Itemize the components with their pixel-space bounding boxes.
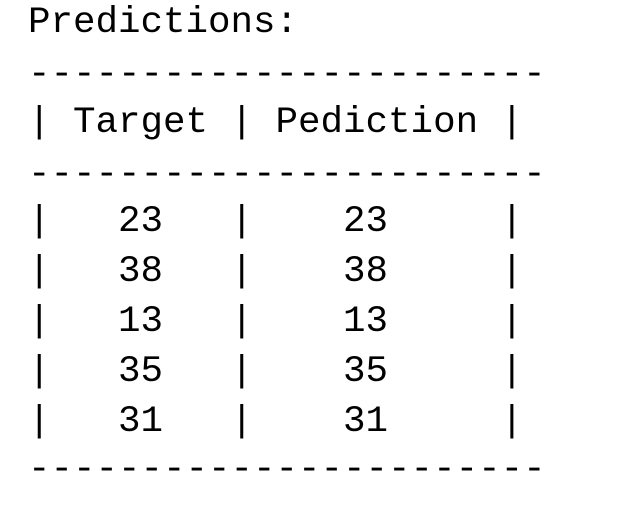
table-bottom-border: ----------------------- — [28, 449, 546, 491]
table-row: | 38 | 38 | — [28, 251, 524, 293]
table-row: | 23 | 23 | — [28, 201, 524, 243]
table-header-border: ----------------------- — [28, 154, 546, 196]
predictions-heading: Predictions: — [28, 2, 299, 44]
table-row: | 13 | 13 | — [28, 301, 524, 343]
table-top-border: ----------------------- — [28, 54, 546, 96]
table-row: | 35 | 35 | — [28, 351, 524, 393]
table-row: | 31 | 31 | — [28, 401, 524, 443]
table-header-row: | Target | Pediction | — [28, 102, 524, 144]
